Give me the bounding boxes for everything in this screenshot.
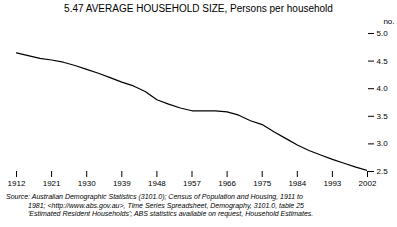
html-text:5.47 AVERAGE HOUSEHOLD SIZE, P: 5.47 AVERAGE HOUSEHOLD SIZE, Persons per… — [64, 3, 333, 14]
svg-text:1984: 1984 — [288, 179, 306, 188]
svg-text:3.5: 3.5 — [377, 112, 389, 121]
svg-text:no.: no. — [383, 17, 394, 26]
svg-text:1930: 1930 — [78, 179, 96, 188]
svg-text:2002: 2002 — [359, 179, 377, 188]
html-text:Source: Australian Demographic: Source: Australian Demographic Statistic… — [6, 193, 303, 200]
svg-text:5.0: 5.0 — [377, 29, 389, 38]
svg-text:1975: 1975 — [253, 179, 271, 188]
svg-text:2.5: 2.5 — [377, 167, 389, 176]
svg-text:1939: 1939 — [113, 179, 131, 188]
svg-text:1993: 1993 — [324, 179, 342, 188]
svg-text:1957: 1957 — [183, 179, 201, 188]
svg-text:4.5: 4.5 — [377, 57, 389, 66]
svg-text:4.0: 4.0 — [377, 84, 389, 93]
html-text:'Estimated Resident Households: 'Estimated Resident Households'; ABS sta… — [28, 210, 314, 217]
svg-text:3.0: 3.0 — [377, 139, 389, 148]
svg-text:1912: 1912 — [8, 179, 26, 188]
svg-text:1966: 1966 — [218, 179, 236, 188]
svg-text:1948: 1948 — [148, 179, 166, 188]
html-text:1981; <http://www.abs.gov.au>,: 1981; <http://www.abs.gov.au>, Time Seri… — [28, 201, 304, 209]
svg-text:1921: 1921 — [43, 179, 61, 188]
